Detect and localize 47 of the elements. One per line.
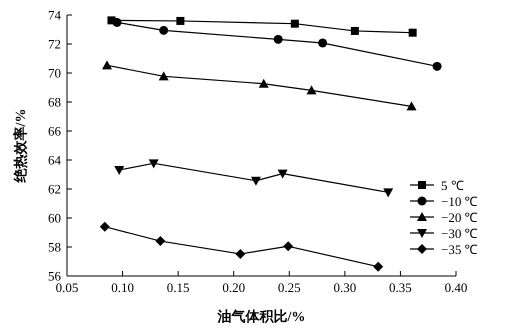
point — [373, 262, 384, 272]
point — [159, 26, 168, 35]
x-tick-label: 0.15 — [166, 280, 190, 295]
point — [274, 34, 283, 44]
point — [406, 101, 417, 110]
y-tick-label: 72 — [48, 36, 61, 52]
legend-label: −20 ℃ — [441, 210, 478, 225]
point — [158, 71, 169, 80]
x-axis-title: 油气体积比/% — [216, 309, 306, 325]
point — [176, 16, 184, 25]
x-tick-label: 0.35 — [389, 280, 412, 295]
point — [112, 18, 122, 27]
y-tick-label: 66 — [48, 124, 62, 138]
legend-label: −35 ℃ — [441, 242, 478, 257]
point — [235, 248, 246, 259]
x-tick-label: 0.25 — [278, 280, 301, 295]
point — [114, 166, 124, 176]
legend-label: −30 ℃ — [441, 226, 478, 241]
legend-label: −10 ℃ — [441, 194, 478, 209]
point — [148, 159, 159, 168]
point — [283, 241, 294, 252]
y-tick-label: 74 — [48, 8, 62, 22]
x-tick-label: 0.20 — [222, 280, 246, 295]
point — [408, 28, 417, 37]
point — [102, 60, 112, 70]
point — [432, 62, 442, 71]
point — [350, 26, 359, 35]
y-tick-label: 70 — [48, 66, 61, 80]
point — [278, 170, 288, 179]
x-tick-label: 0.30 — [333, 280, 356, 295]
legend-label: 5 ℃ — [441, 178, 464, 193]
point — [383, 188, 394, 198]
y-tick-label: 64 — [48, 152, 62, 168]
y-tick-label: 62 — [48, 182, 61, 196]
point — [100, 222, 110, 232]
point — [155, 236, 166, 246]
x-tick-label: 0.10 — [111, 280, 134, 295]
y-tick-label: 60 — [48, 210, 61, 226]
point — [258, 78, 269, 88]
point — [318, 38, 328, 48]
point — [250, 176, 261, 186]
x-tick-label: 0.40 — [444, 280, 468, 295]
y-axis-title: 绝热效率/% — [12, 108, 29, 184]
point — [290, 20, 299, 28]
point — [306, 85, 317, 94]
y-tick-label: 58 — [48, 240, 61, 254]
y-tick-label: 68 — [48, 94, 61, 110]
